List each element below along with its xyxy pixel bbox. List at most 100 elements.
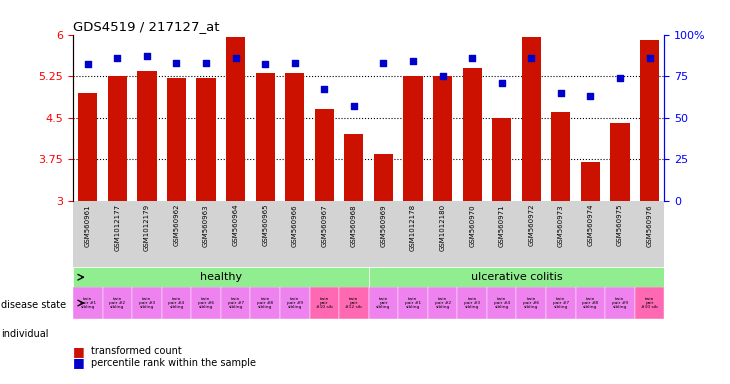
Bar bbox=[250, 200, 280, 267]
Text: GSM560976: GSM560976 bbox=[647, 204, 653, 247]
Bar bbox=[339, 200, 369, 267]
Bar bbox=[132, 287, 162, 319]
Bar bbox=[250, 287, 280, 319]
Bar bbox=[399, 287, 428, 319]
Text: GSM1012177: GSM1012177 bbox=[115, 204, 120, 251]
Bar bbox=[310, 200, 339, 267]
Point bbox=[112, 55, 123, 61]
Point bbox=[437, 73, 448, 79]
Text: healthy: healthy bbox=[200, 272, 242, 282]
Text: twin
pair #1
sibling: twin pair #1 sibling bbox=[405, 297, 421, 309]
Text: twin
pair
#10 sib: twin pair #10 sib bbox=[316, 297, 333, 309]
Text: GSM560962: GSM560962 bbox=[174, 204, 180, 247]
Point bbox=[171, 60, 182, 66]
Bar bbox=[162, 200, 191, 267]
Bar bbox=[255, 73, 274, 200]
Text: twin
pair #1
sibling: twin pair #1 sibling bbox=[80, 297, 96, 309]
Text: GSM560975: GSM560975 bbox=[617, 204, 623, 247]
Bar bbox=[339, 287, 369, 319]
Bar bbox=[610, 123, 629, 200]
Bar bbox=[581, 162, 600, 200]
Bar bbox=[487, 200, 517, 267]
Point bbox=[614, 74, 626, 81]
Text: GSM560966: GSM560966 bbox=[292, 204, 298, 247]
Text: GDS4519 / 217127_at: GDS4519 / 217127_at bbox=[73, 20, 220, 33]
Bar bbox=[137, 71, 156, 200]
Text: percentile rank within the sample: percentile rank within the sample bbox=[91, 358, 256, 368]
Bar bbox=[226, 37, 245, 200]
Point bbox=[230, 55, 242, 61]
Bar bbox=[310, 287, 339, 319]
Bar bbox=[487, 287, 517, 319]
Text: twin
pair #7
sibling: twin pair #7 sibling bbox=[228, 297, 244, 309]
Bar bbox=[369, 267, 664, 287]
Text: twin
pair #6
sibling: twin pair #6 sibling bbox=[198, 297, 214, 309]
Bar bbox=[399, 200, 428, 267]
Bar bbox=[280, 200, 310, 267]
Point bbox=[377, 60, 389, 66]
Point bbox=[318, 86, 330, 93]
Text: GSM1012180: GSM1012180 bbox=[439, 204, 445, 251]
Text: GSM560972: GSM560972 bbox=[529, 204, 534, 247]
Point bbox=[82, 61, 93, 68]
Bar bbox=[221, 200, 250, 267]
Bar bbox=[280, 287, 310, 319]
Bar bbox=[102, 287, 132, 319]
Bar bbox=[73, 267, 369, 287]
Text: twin
pair #9
sibling: twin pair #9 sibling bbox=[612, 297, 628, 309]
Text: GSM560973: GSM560973 bbox=[558, 204, 564, 247]
Text: GSM560963: GSM560963 bbox=[203, 204, 209, 247]
Text: twin
pair #2
sibling: twin pair #2 sibling bbox=[434, 297, 450, 309]
Text: transformed count: transformed count bbox=[91, 346, 182, 356]
Point bbox=[259, 61, 271, 68]
Bar bbox=[369, 200, 399, 267]
Text: twin
pair #6
sibling: twin pair #6 sibling bbox=[523, 297, 539, 309]
Bar bbox=[162, 287, 191, 319]
Text: GSM560965: GSM560965 bbox=[262, 204, 268, 247]
Point bbox=[141, 53, 153, 59]
Text: twin
pair #8
sibling: twin pair #8 sibling bbox=[257, 297, 273, 309]
Bar bbox=[285, 73, 304, 200]
Bar bbox=[315, 109, 334, 200]
Bar bbox=[551, 112, 570, 200]
Text: twin
pair #2
sibling: twin pair #2 sibling bbox=[110, 297, 126, 309]
Point bbox=[526, 55, 537, 61]
Bar bbox=[191, 200, 221, 267]
Bar bbox=[492, 118, 511, 200]
Text: GSM560969: GSM560969 bbox=[380, 204, 386, 247]
Point bbox=[466, 55, 478, 61]
Point bbox=[496, 79, 507, 86]
Point bbox=[585, 93, 596, 99]
Bar bbox=[433, 76, 452, 200]
Bar bbox=[522, 37, 541, 200]
Bar bbox=[73, 287, 102, 319]
Text: GSM1012178: GSM1012178 bbox=[410, 204, 416, 251]
Text: GSM1012179: GSM1012179 bbox=[144, 204, 150, 251]
Text: GSM560971: GSM560971 bbox=[499, 204, 504, 247]
Bar bbox=[576, 200, 605, 267]
Text: twin
pair #7
sibling: twin pair #7 sibling bbox=[553, 297, 569, 309]
Bar bbox=[102, 200, 132, 267]
Point bbox=[644, 55, 656, 61]
Bar bbox=[374, 154, 393, 200]
Bar bbox=[167, 78, 186, 200]
Bar bbox=[404, 76, 423, 200]
Bar bbox=[73, 200, 102, 267]
Bar bbox=[78, 93, 97, 200]
Bar bbox=[605, 287, 635, 319]
Bar bbox=[546, 200, 576, 267]
Bar bbox=[428, 287, 458, 319]
Bar bbox=[457, 200, 487, 267]
Bar bbox=[517, 200, 546, 267]
Text: GSM560967: GSM560967 bbox=[321, 204, 327, 247]
Text: twin
pair
#12 sib: twin pair #12 sib bbox=[345, 297, 362, 309]
Bar bbox=[108, 76, 127, 200]
Point bbox=[555, 89, 566, 96]
Bar bbox=[428, 200, 458, 267]
Point bbox=[407, 58, 419, 64]
Text: ■: ■ bbox=[73, 345, 85, 358]
Text: ulcerative colitis: ulcerative colitis bbox=[471, 272, 562, 282]
Bar bbox=[576, 287, 605, 319]
Text: GSM560970: GSM560970 bbox=[469, 204, 475, 247]
Bar bbox=[196, 78, 215, 200]
